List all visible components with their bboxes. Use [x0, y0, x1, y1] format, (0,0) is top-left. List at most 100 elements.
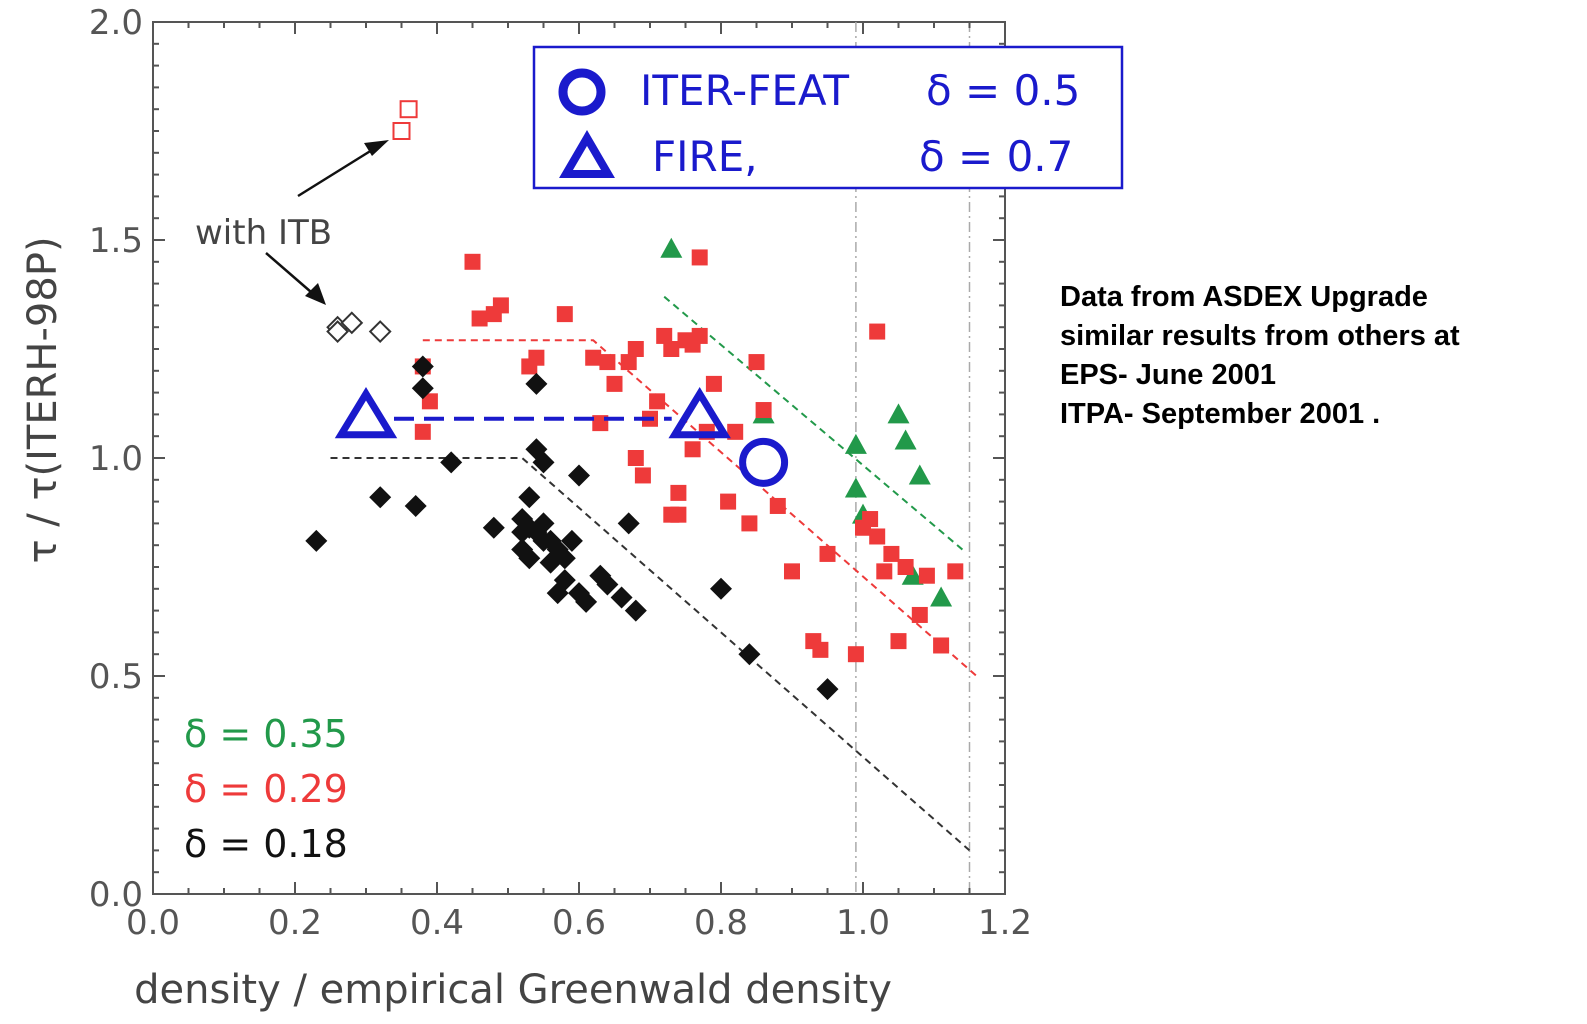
legend-triangle-icon [559, 130, 615, 178]
square-point [691, 249, 708, 266]
itb-arrow-lower-head [305, 283, 326, 305]
square-point [897, 559, 914, 575]
square-point [649, 393, 666, 410]
square-point [847, 646, 864, 663]
diamond-point [553, 547, 576, 570]
data-points [305, 100, 964, 701]
square-point [464, 253, 481, 270]
diamond-point [518, 547, 541, 570]
square-point [620, 354, 637, 371]
square-point [727, 423, 744, 440]
delta-labels: δ = 0.35 δ = 0.29 δ = 0.18 [184, 712, 348, 866]
y-tick-label: 0.5 [89, 657, 143, 697]
diamond-point [738, 643, 761, 666]
axis-ticks [152, 21, 1006, 895]
trend-line-2 [330, 457, 971, 852]
y-tick-label: 0.0 [89, 875, 143, 915]
square-point [819, 545, 836, 562]
x-tick-label: 0.8 [694, 903, 748, 943]
square-point [741, 515, 758, 532]
triangle-point [844, 477, 867, 498]
y-tick-label: 2.0 [89, 3, 143, 43]
y-tick-label: 1.5 [89, 221, 143, 261]
triangle-point [660, 237, 683, 258]
itb-arrow-upper [297, 148, 373, 198]
itb-arrow-upper-head [364, 140, 389, 156]
x-axis-title: density / empirical Greenwald density [134, 967, 892, 1013]
square-point [663, 341, 680, 357]
trend-line-1 [422, 339, 978, 677]
x-tick-label: 0.4 [410, 903, 464, 943]
open-square-point [399, 100, 418, 119]
triangle-point [908, 464, 931, 485]
legend-box: ITER-FEAT δ = 0.5 FIRE, δ = 0.7 [532, 45, 1124, 190]
triangle-point [887, 403, 910, 424]
diamond-point [440, 451, 463, 474]
square-point [471, 310, 488, 327]
diamond-point [710, 577, 732, 600]
diamond-point [624, 599, 647, 622]
side-note-line-1: Data from ASDEX Upgrade [1060, 281, 1428, 313]
square-point [606, 375, 623, 392]
overlay-markers [334, 387, 789, 487]
fire-triangle-marker [668, 387, 731, 439]
square-point [784, 563, 800, 580]
y-axis-title: τ / τ(ITERH-98P) [20, 236, 66, 563]
square-point [876, 563, 893, 580]
diamond-point [511, 521, 534, 544]
diamond-point [575, 590, 598, 613]
square-point [684, 441, 701, 458]
iter-feat-circle-marker [739, 437, 789, 487]
x-tick-label: 0.2 [268, 903, 322, 943]
square-point [911, 606, 928, 623]
square-point [691, 327, 708, 344]
diamond-point [617, 512, 640, 535]
diamond-point [411, 377, 434, 400]
y-tick-label: 1.0 [89, 439, 143, 479]
diamond-point [539, 529, 562, 552]
square-point [528, 349, 545, 366]
open-diamond-point [326, 320, 350, 343]
square-point [414, 423, 431, 440]
trend-lines [330, 295, 978, 852]
itb-annotation: with ITB [195, 140, 389, 305]
diamond-point [610, 586, 633, 609]
y-tick-labels: 0.0 0.5 1.0 1.5 2.0 [89, 3, 143, 915]
x-tick-label: 1.2 [978, 903, 1032, 943]
side-note-line-2: similar results from others at [1060, 320, 1460, 352]
square-point [869, 323, 886, 340]
trend-line-0 [663, 295, 964, 551]
square-point [492, 297, 509, 314]
square-point [556, 306, 573, 323]
triangle-point [930, 586, 953, 607]
open-square-point [392, 122, 411, 140]
diamond-point [532, 451, 555, 474]
square-point [812, 641, 829, 658]
diamond-point [404, 494, 427, 517]
fire-triangle-marker [334, 387, 398, 439]
diamond-point [596, 573, 619, 596]
diamond-point [482, 516, 505, 539]
itb-annotation-label: with ITB [195, 213, 332, 253]
square-point [769, 497, 786, 514]
diamond-point [553, 569, 576, 592]
square-point [656, 327, 673, 344]
square-point [634, 467, 651, 484]
square-point [933, 637, 950, 654]
open-diamond-point [340, 311, 364, 335]
itb-arrow-lower [265, 252, 312, 293]
x-tick-label: 1.0 [836, 903, 890, 943]
legend-fire-delta: δ = 0.7 [919, 132, 1073, 181]
square-point [755, 402, 772, 419]
legend-iter-feat-label: ITER-FEAT [640, 66, 849, 115]
legend-frame [532, 45, 1124, 190]
delta-label-black: δ = 0.18 [184, 822, 348, 866]
delta-label-green: δ = 0.35 [184, 712, 348, 756]
square-point [869, 528, 886, 545]
square-point [670, 506, 687, 523]
diamond-point [525, 372, 548, 395]
square-point [862, 511, 879, 528]
diamond-point [568, 464, 590, 487]
diamond-point [525, 521, 548, 544]
